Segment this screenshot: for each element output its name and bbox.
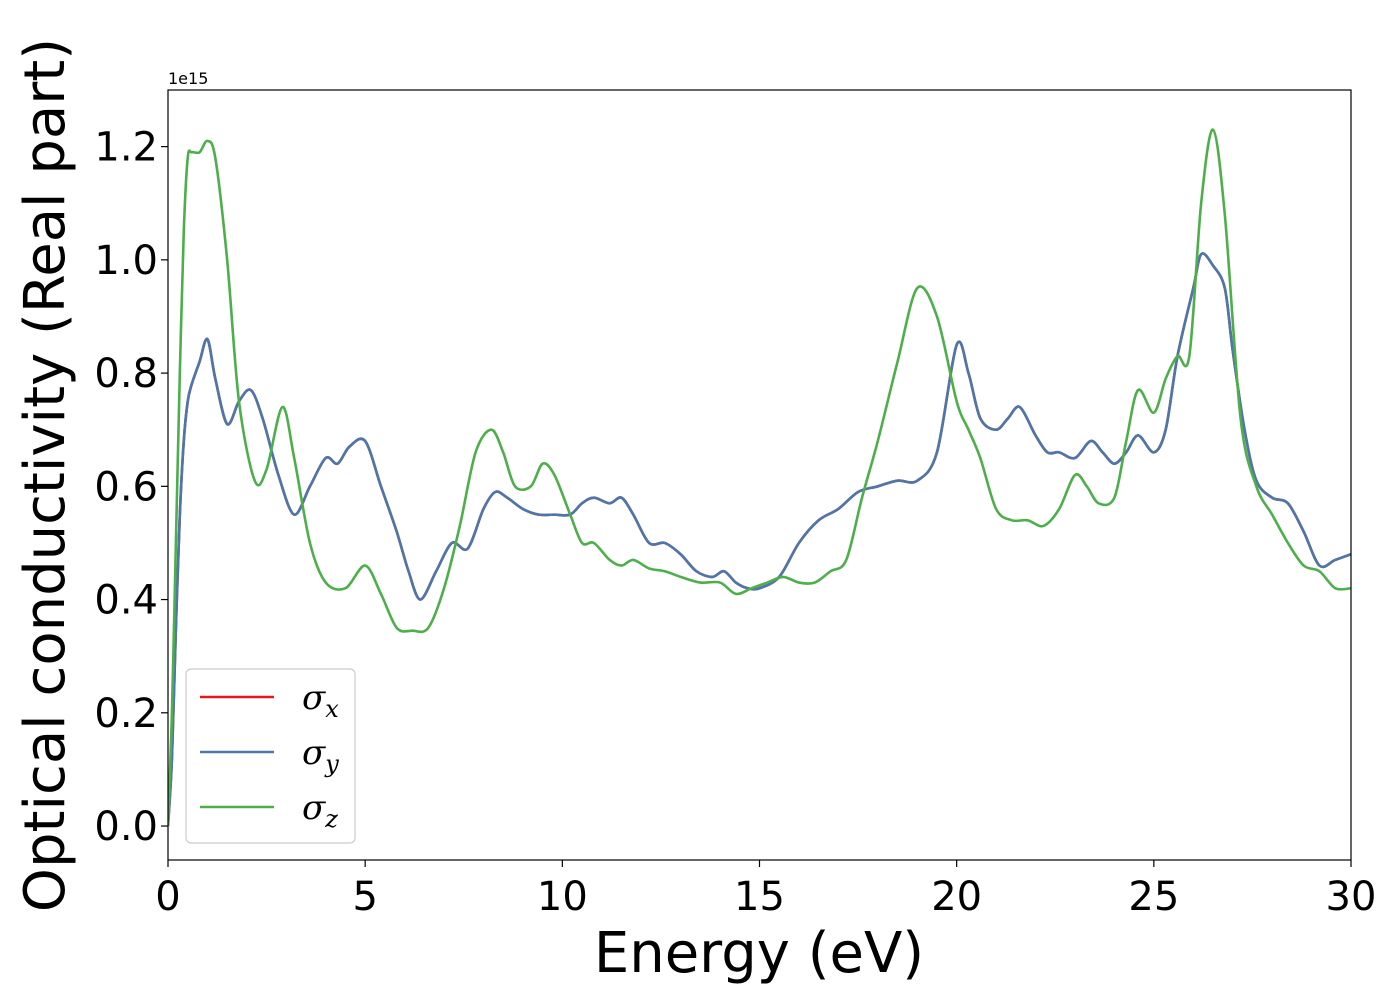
y-axis-label: Optical conductivity (Real part) xyxy=(13,38,78,912)
x-tick-label: 5 xyxy=(352,874,377,920)
y-tick-label: 0.6 xyxy=(94,464,158,510)
y-tick-label: 1.2 xyxy=(94,125,158,171)
x-axis-ticks: 0 5 10 15 20 25 30 xyxy=(155,860,1376,920)
x-tick-label: 10 xyxy=(537,874,588,920)
y-offset-text: 1e15 xyxy=(168,69,208,88)
x-tick-label: 30 xyxy=(1326,874,1377,920)
legend-label-y: σy xyxy=(302,733,339,778)
y-tick-label: 1.0 xyxy=(94,238,158,284)
y-tick-label: 0.8 xyxy=(94,351,158,397)
x-tick-label: 0 xyxy=(155,874,180,920)
plot-series-group xyxy=(168,128,1351,827)
series-line-z xyxy=(168,128,1351,827)
y-tick-label: 0.4 xyxy=(94,578,158,624)
y-axis-ticks: 0.0 0.2 0.4 0.6 0.8 1.0 1.2 xyxy=(94,125,168,850)
x-axis-label: Energy (eV) xyxy=(594,921,924,986)
y-tick-label: 0.2 xyxy=(94,691,158,737)
series-line-y xyxy=(168,252,1351,827)
legend: σx σy σz xyxy=(185,668,356,844)
x-tick-label: 20 xyxy=(931,874,982,920)
x-tick-label: 25 xyxy=(1128,874,1179,920)
legend-box xyxy=(185,668,356,844)
legend-label-x: σx xyxy=(302,678,339,723)
legend-items: σx σy σz xyxy=(200,678,339,833)
x-tick-label: 15 xyxy=(734,874,785,920)
legend-label-z: σz xyxy=(302,788,338,833)
y-tick-label: 0.0 xyxy=(94,804,158,850)
